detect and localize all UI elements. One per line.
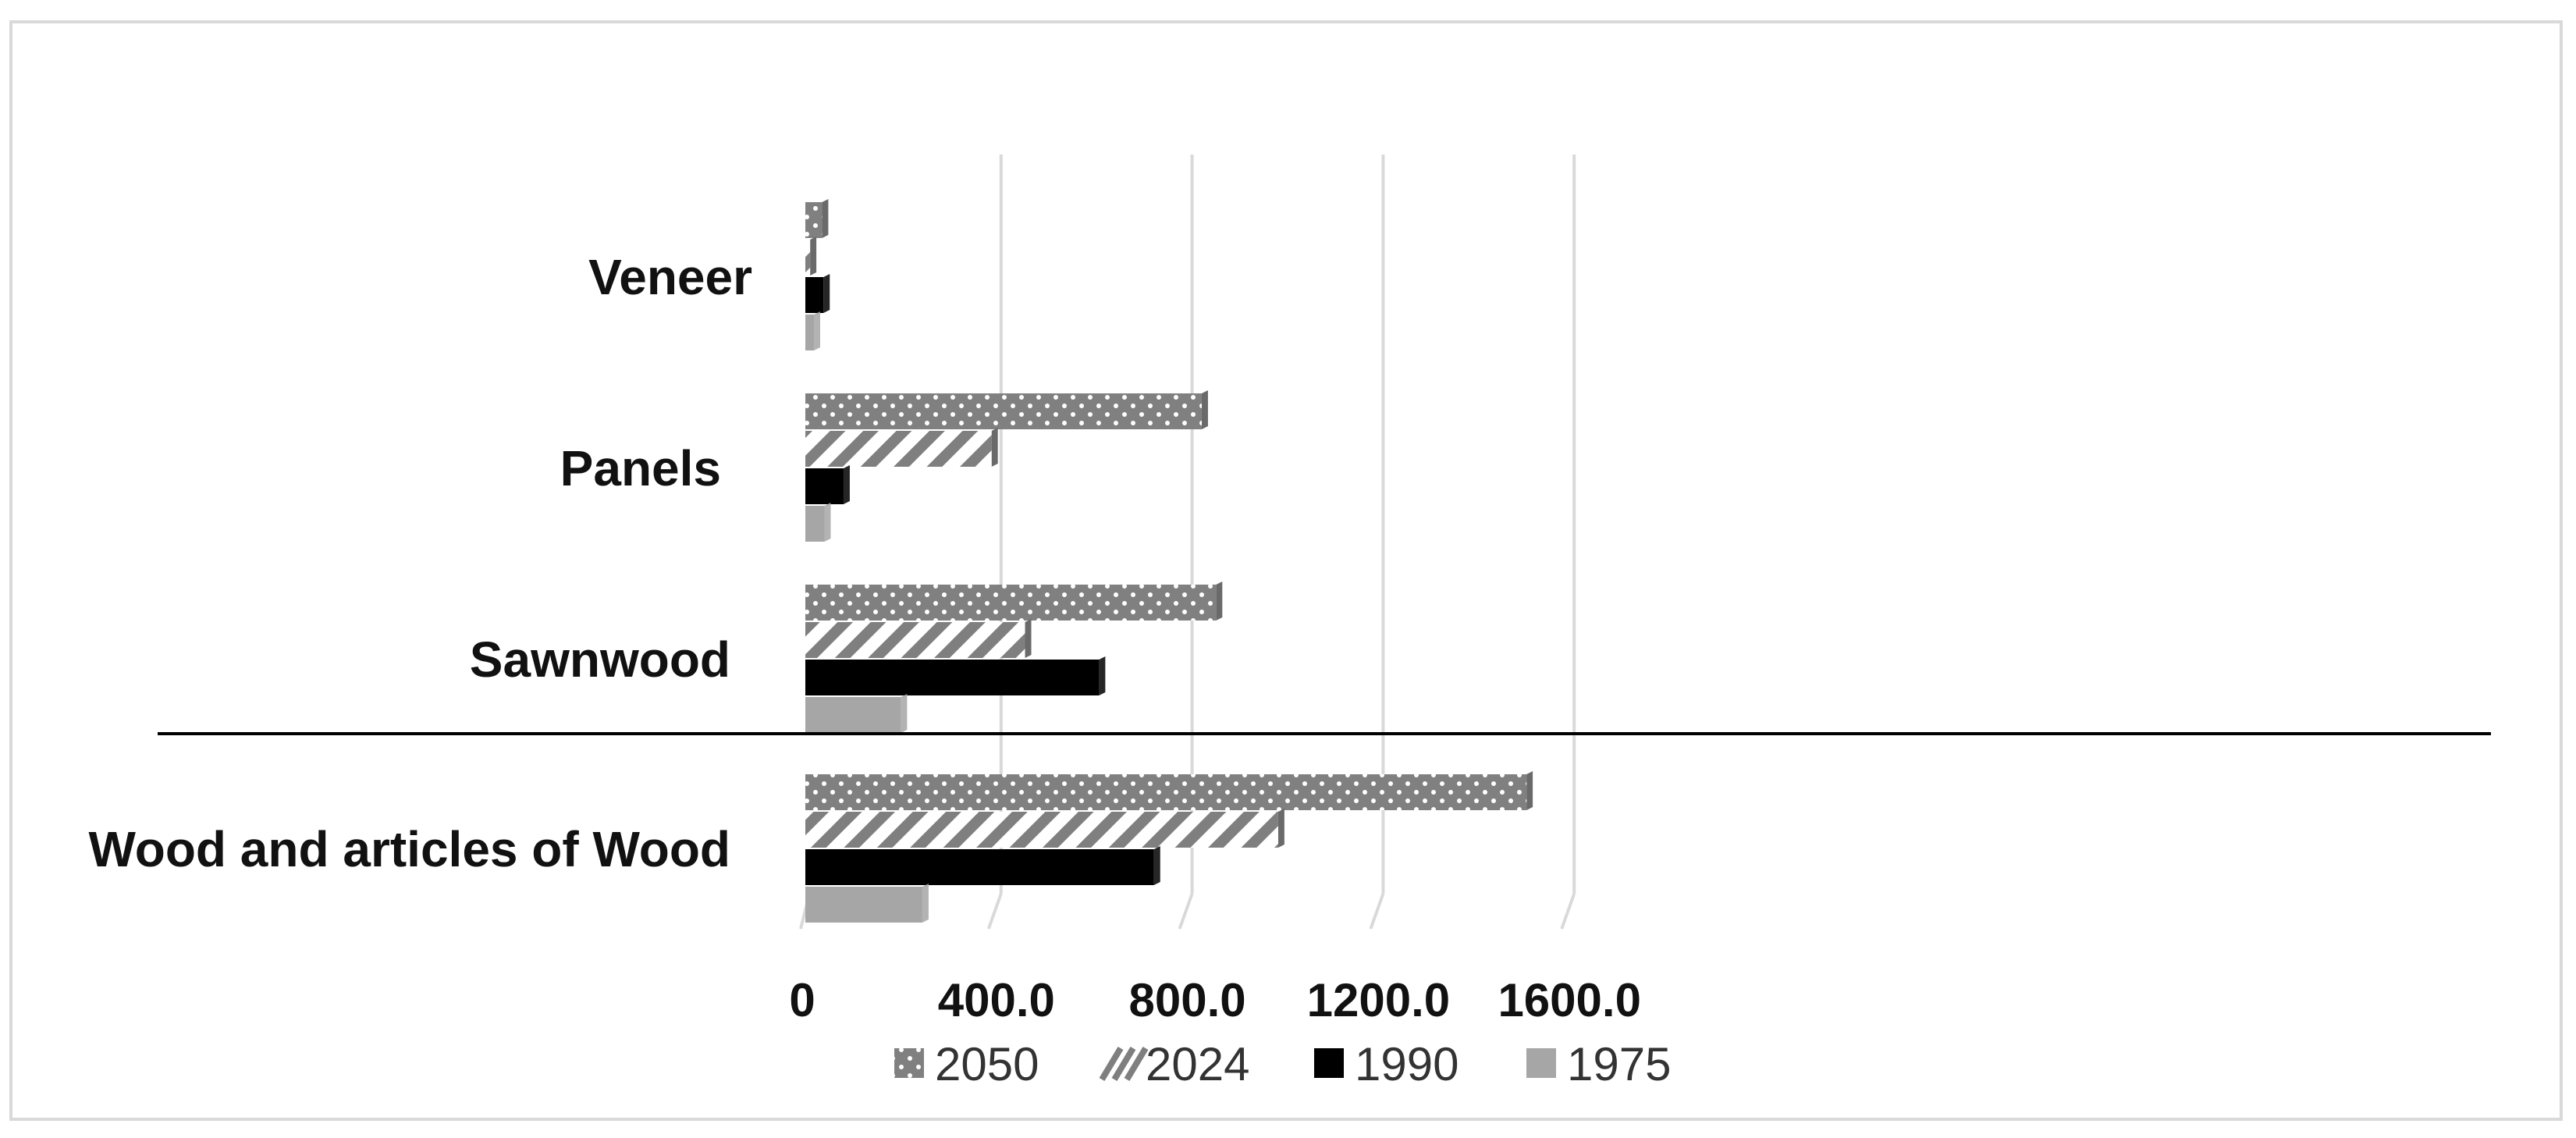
- bar-end-face: [1153, 846, 1160, 885]
- legend-label: 2024: [1146, 1038, 1249, 1090]
- bar-veneer-1975: [805, 311, 821, 350]
- bar-veneer-2024: [805, 236, 817, 276]
- bar-face: [805, 585, 1217, 621]
- category-labels: Veneer Panels Sawnwood Wood and articles of…: [88, 249, 752, 877]
- bar-face: [805, 315, 815, 350]
- bar-face: [805, 240, 811, 276]
- bar-end-face: [1025, 619, 1032, 658]
- bar-end-face: [843, 465, 850, 504]
- x-tick-label: 1600.0: [1498, 974, 1641, 1026]
- legend-label: 1975: [1567, 1038, 1671, 1090]
- bar-chart: Veneer Panels Sawnwood Wood and articles of…: [88, 155, 2491, 1090]
- legend-swatch-stroke: [1111, 1046, 1136, 1082]
- x-tick-label: 1200.0: [1307, 974, 1451, 1026]
- bar-wood-and-articles-of-wood-1975: [805, 884, 929, 923]
- bar-face: [805, 660, 1100, 695]
- bar-face: [805, 506, 825, 542]
- bar-veneer-1990: [805, 274, 830, 313]
- bar-panels-2050: [805, 390, 1208, 429]
- gridlines: [799, 155, 1576, 930]
- category-label: Sawnwood: [470, 631, 730, 688]
- legend-swatch-stroke: [1099, 1046, 1124, 1082]
- bar-face: [805, 277, 824, 313]
- bar-veneer-2050: [805, 199, 829, 238]
- legend-item-1990: 1990: [1314, 1038, 1459, 1090]
- bar-end-face: [1216, 581, 1223, 621]
- bar-face: [805, 393, 1202, 429]
- bar-end-face: [1099, 656, 1106, 695]
- bar-end-face: [824, 503, 831, 542]
- x-axis-ticks: 0 400.0 800.0 1200.0 1600.0: [789, 974, 1641, 1026]
- gridline-foot-1200.0: [1369, 893, 1385, 930]
- bar-panels-1975: [805, 503, 831, 542]
- bar-wood-and-articles-of-wood-1990: [805, 846, 1160, 885]
- bar-face: [805, 887, 922, 923]
- legend-swatch-stroke: [1124, 1046, 1149, 1082]
- bar-sawnwood-2024: [805, 619, 1032, 658]
- legend-swatch: [894, 1048, 924, 1078]
- bar-end-face: [922, 884, 929, 923]
- legend-item-2024: 2024: [1099, 1038, 1249, 1090]
- gridline-foot-1600.0: [1560, 893, 1576, 930]
- bar-face: [805, 202, 823, 238]
- bars: [805, 199, 1533, 923]
- bar-sawnwood-1990: [805, 656, 1106, 695]
- bar-face: [805, 849, 1154, 885]
- bar-face: [805, 468, 844, 504]
- bar-sawnwood-1975: [805, 694, 908, 733]
- x-tick-label: 0: [789, 974, 815, 1026]
- legend-item-2050: 2050: [894, 1038, 1039, 1090]
- bar-end-face: [1201, 390, 1208, 429]
- bar-end-face: [901, 694, 908, 733]
- bar-face: [805, 812, 1278, 848]
- legend-label: 1990: [1355, 1038, 1459, 1090]
- bar-end-face: [1277, 809, 1284, 848]
- gridline-foot-800.0: [1178, 893, 1194, 930]
- bar-wood-and-articles-of-wood-2050: [805, 771, 1533, 810]
- legend-item-1975: 1975: [1526, 1038, 1671, 1090]
- bar-sawnwood-2050: [805, 581, 1223, 621]
- bar-end-face: [810, 236, 817, 276]
- bar-face: [805, 431, 992, 467]
- bar-end-face: [991, 428, 998, 467]
- category-label: Wood and articles of Wood: [88, 821, 730, 877]
- bar-face: [805, 622, 1025, 658]
- gridline-foot-400.0: [986, 893, 1003, 930]
- bar-end-face: [1526, 771, 1533, 810]
- legend-swatch: [1526, 1048, 1556, 1078]
- x-tick-label: 400.0: [938, 974, 1055, 1026]
- category-label: Panels: [560, 440, 721, 496]
- bar-face: [805, 774, 1527, 810]
- bar-end-face: [814, 311, 821, 350]
- x-tick-label: 800.0: [1129, 974, 1246, 1026]
- legend-label: 2050: [935, 1038, 1039, 1090]
- legend-swatch: [1314, 1048, 1344, 1078]
- bar-end-face: [823, 274, 830, 313]
- bar-face: [805, 697, 901, 733]
- chart-frame: Veneer Panels Sawnwood Wood and articles of…: [9, 20, 2563, 1121]
- bar-wood-and-articles-of-wood-2024: [805, 809, 1284, 848]
- bar-panels-2024: [805, 428, 998, 467]
- bar-end-face: [822, 199, 829, 238]
- category-label: Veneer: [588, 249, 752, 305]
- legend: 2050 2024 1990 1975: [894, 1038, 1671, 1090]
- bar-panels-1990: [805, 465, 850, 504]
